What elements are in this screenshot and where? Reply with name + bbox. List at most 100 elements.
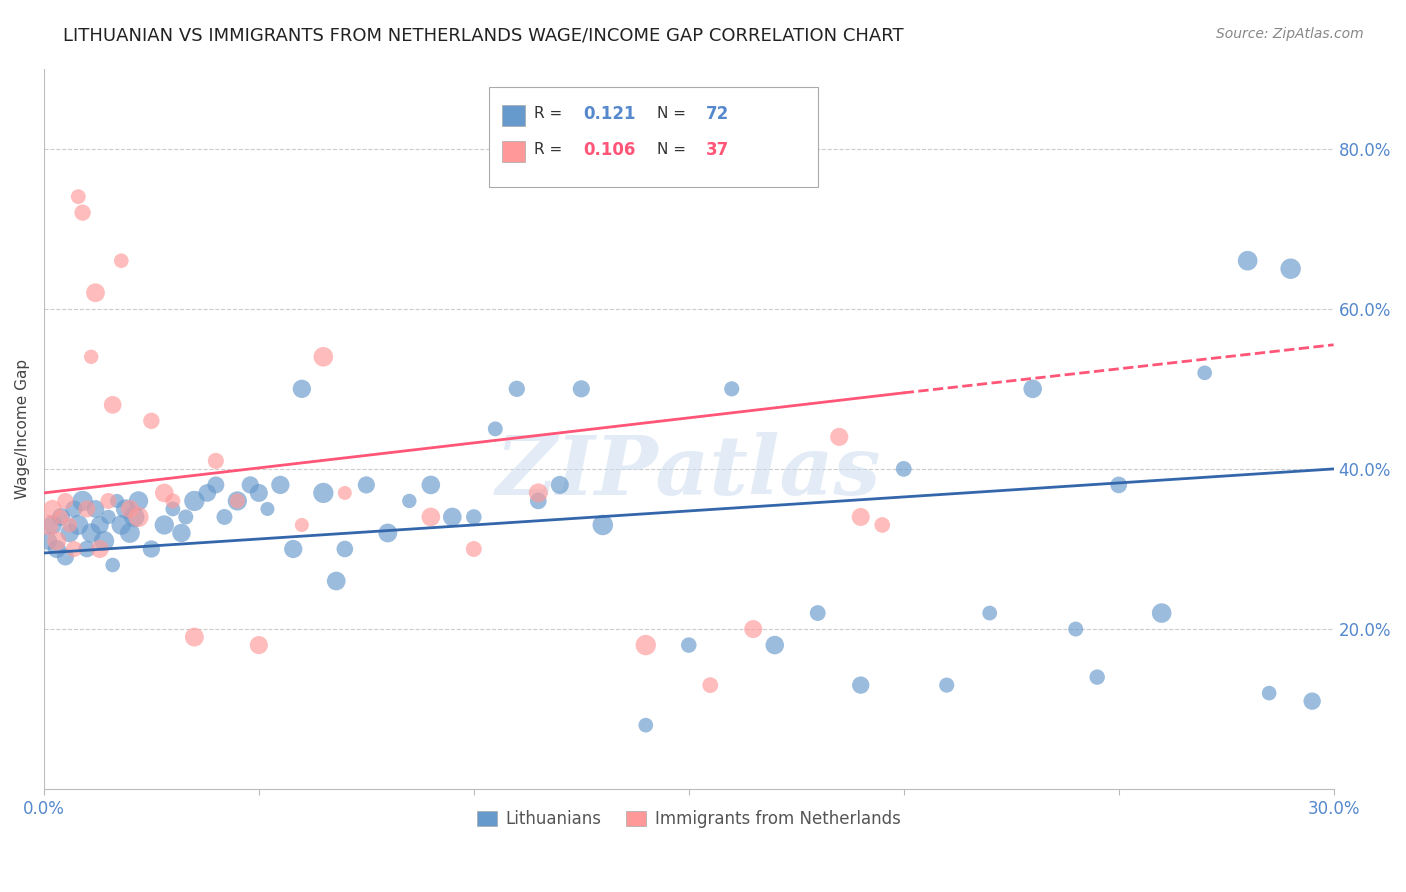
Text: LITHUANIAN VS IMMIGRANTS FROM NETHERLANDS WAGE/INCOME GAP CORRELATION CHART: LITHUANIAN VS IMMIGRANTS FROM NETHERLAND… (63, 27, 904, 45)
Point (127, 510, 149, 524)
Point (398, 494, 420, 508)
Legend: Lithuanians, Immigrants from Netherlands: Lithuanians, Immigrants from Netherlands (471, 804, 907, 835)
Text: 0.106: 0.106 (583, 141, 636, 159)
Text: R =: R = (534, 143, 567, 158)
Text: 72: 72 (706, 105, 728, 123)
Point (356, 478, 378, 492)
Point (312, 486, 335, 500)
Point (699, 678, 721, 692)
Point (162, 494, 184, 508)
Point (291, 518, 314, 533)
Point (67, 189, 90, 203)
Point (1085, 670, 1108, 684)
Point (870, 518, 893, 533)
Point (935, 678, 957, 692)
Text: Source: ZipAtlas.com: Source: ZipAtlas.com (1216, 27, 1364, 41)
Point (333, 486, 356, 500)
Point (1150, 606, 1173, 620)
Point (59, 526, 82, 541)
Point (45, 533, 67, 548)
Point (325, 574, 347, 588)
Point (1064, 622, 1087, 636)
Text: 0.121: 0.121 (583, 105, 636, 123)
Y-axis label: Wage/Income Gap: Wage/Income Gap (15, 359, 30, 499)
Point (89, 541, 111, 556)
Point (484, 422, 506, 436)
Point (678, 638, 700, 652)
Point (419, 478, 441, 492)
Point (1236, 253, 1258, 268)
Point (463, 510, 485, 524)
Point (256, 502, 278, 516)
Point (720, 382, 742, 396)
Point (37, 533, 59, 548)
Point (153, 518, 176, 533)
Point (239, 478, 262, 492)
Point (41, 502, 63, 516)
Point (226, 494, 249, 508)
Point (247, 486, 270, 500)
Text: N =: N = (657, 143, 690, 158)
Point (72, 205, 94, 219)
Point (763, 638, 786, 652)
Point (101, 398, 124, 412)
Point (59, 518, 82, 533)
FancyBboxPatch shape (489, 87, 818, 187)
Point (93, 533, 115, 548)
Point (174, 510, 197, 524)
Bar (502, 104, 524, 126)
Point (67, 518, 90, 533)
Point (63, 502, 86, 516)
Point (592, 518, 614, 533)
Point (118, 502, 141, 516)
Point (97, 494, 120, 508)
Point (634, 718, 657, 732)
Point (828, 430, 851, 444)
Point (114, 502, 136, 516)
Point (463, 541, 485, 556)
Point (527, 494, 550, 508)
Text: R =: R = (534, 106, 567, 121)
Point (72, 494, 94, 508)
Point (141, 414, 163, 428)
Point (506, 382, 529, 396)
Point (37, 518, 59, 533)
Point (527, 486, 550, 500)
Point (170, 526, 193, 541)
Point (101, 558, 124, 572)
Point (205, 454, 228, 468)
Point (41, 518, 63, 533)
Point (141, 541, 163, 556)
Point (183, 630, 205, 644)
Point (849, 678, 872, 692)
Point (80, 526, 103, 541)
Point (76, 541, 98, 556)
Point (97, 510, 120, 524)
Point (807, 606, 830, 620)
Point (312, 350, 335, 364)
Point (76, 502, 98, 516)
Point (419, 510, 441, 524)
Point (162, 502, 184, 516)
Text: ZIPatlas: ZIPatlas (496, 432, 882, 512)
Bar (502, 141, 524, 162)
Point (89, 518, 111, 533)
Point (247, 638, 270, 652)
Point (183, 494, 205, 508)
Point (45, 541, 67, 556)
Point (105, 494, 128, 508)
Point (84, 285, 107, 300)
Point (893, 462, 915, 476)
Point (634, 638, 657, 652)
Point (291, 382, 314, 396)
Point (333, 541, 356, 556)
Point (118, 526, 141, 541)
Point (55, 549, 77, 564)
Point (205, 478, 228, 492)
Point (153, 486, 176, 500)
Point (214, 510, 236, 524)
Point (55, 494, 77, 508)
Point (1108, 478, 1130, 492)
Point (63, 541, 86, 556)
Point (1301, 694, 1323, 708)
